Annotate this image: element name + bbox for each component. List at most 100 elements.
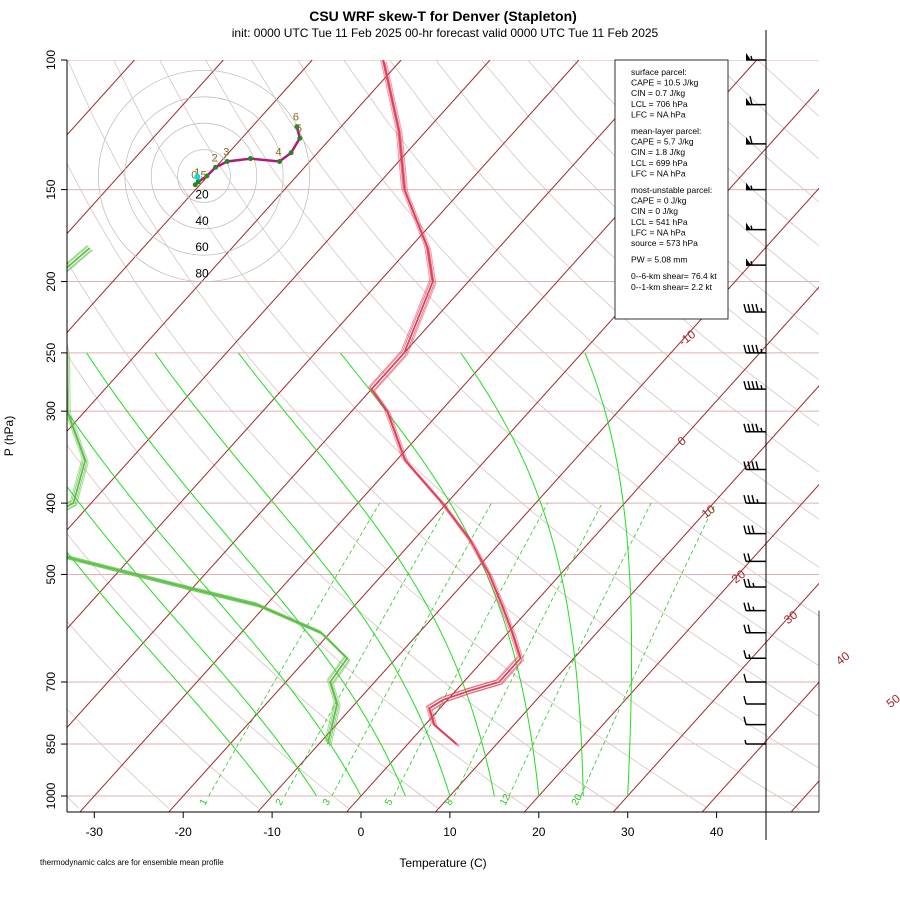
hodograph-point xyxy=(288,150,294,156)
dry-adiabat xyxy=(297,60,819,568)
wind-barb xyxy=(746,96,766,106)
barb-feather xyxy=(743,578,747,588)
temperature-tick-label: 30 xyxy=(621,825,635,839)
pressure-tick-label: 250 xyxy=(44,343,58,363)
barb-feather xyxy=(743,553,747,562)
dry-adiabat xyxy=(757,60,819,117)
stats-line: CIN = 0 J/kg xyxy=(631,206,678,216)
barb-feather xyxy=(751,494,755,504)
dry-adiabat xyxy=(205,60,819,667)
wind-barb xyxy=(743,578,766,588)
mixing-ratio-line xyxy=(393,502,549,797)
barb-feather xyxy=(751,461,755,470)
hodograph-ring xyxy=(150,122,258,230)
hodograph-height-label: 4 xyxy=(276,146,282,158)
mixing-ratio-line xyxy=(284,502,450,797)
stats-line: CIN = 1.8 J/kg xyxy=(631,147,685,157)
mixing-ratio-line xyxy=(454,502,603,797)
barb-pennant xyxy=(746,222,751,230)
stats-line: most-unstable parcel: xyxy=(631,185,712,195)
stats-line: LCL = 541 hPa xyxy=(631,217,688,227)
stats-line: source = 573 hPa xyxy=(631,238,698,248)
barb-feather xyxy=(747,423,751,432)
moist-adiabat xyxy=(237,352,495,797)
wind-barb xyxy=(746,258,766,266)
stats-line: 0--1-km shear= 2.2 kt xyxy=(631,282,713,292)
hodograph-height-label: 3 xyxy=(223,146,229,158)
barb-half-feather xyxy=(750,225,753,230)
barb-half-feather xyxy=(756,498,759,504)
barb-feather xyxy=(743,716,747,725)
barb-pennant xyxy=(746,258,751,266)
stats-line: mean-layer parcel: xyxy=(631,126,701,136)
barb-feather xyxy=(743,380,747,390)
dry-adiabat xyxy=(67,260,619,809)
x-axis-label: Temperature (C) xyxy=(399,856,486,870)
dewpoint-profile-ensemble-member xyxy=(67,249,350,747)
barb-feather xyxy=(749,135,753,145)
pressure-tick-label: 500 xyxy=(44,564,58,584)
stats-line: 0--6-km shear= 76.4 kt xyxy=(631,271,717,281)
isotherm-line xyxy=(67,60,402,432)
wind-barb xyxy=(746,53,766,61)
hodograph-height-label: 2 xyxy=(212,152,218,164)
wind-barb xyxy=(743,494,766,504)
barb-half-feather xyxy=(760,384,763,390)
barb-pennant xyxy=(746,53,751,60)
dry-adiabat xyxy=(389,60,819,473)
barb-feather xyxy=(743,303,747,313)
barb-half-feather xyxy=(750,55,753,61)
barb-feather xyxy=(747,344,751,354)
isotherm-label: 30 xyxy=(781,608,800,627)
isotherm-line xyxy=(257,187,819,812)
barb-half-feather xyxy=(760,307,763,313)
barb-feather xyxy=(755,380,759,390)
hodograph-point xyxy=(195,179,201,185)
mixing-ratio-label: 5 xyxy=(383,797,396,808)
wind-barb xyxy=(743,695,766,705)
axes: 1 2 3 5 8 12 20-100102030405010015020025030040… xyxy=(44,50,900,839)
barb-feather xyxy=(747,602,751,611)
barb-feather xyxy=(743,344,747,354)
isotherm-line xyxy=(67,60,224,235)
barb-feather xyxy=(747,461,751,470)
hodograph-point xyxy=(204,173,210,179)
dry-adiabat xyxy=(159,60,819,717)
wind-barb xyxy=(743,303,766,313)
dewpoint-profile-line xyxy=(67,247,349,745)
moist-adiabat xyxy=(584,352,633,797)
mixing-ratio-label: 20 xyxy=(570,792,585,808)
pressure-tick-label: 100 xyxy=(44,50,58,70)
stats-line: LCL = 699 hPa xyxy=(631,158,688,168)
hodograph-ring-label: 20 xyxy=(195,187,209,201)
barb-feather xyxy=(743,602,747,611)
barb-feather xyxy=(755,344,759,354)
dry-adiabat xyxy=(67,60,799,809)
moist-adiabat xyxy=(460,352,584,797)
dry-adiabat xyxy=(67,533,350,809)
isotherm-label: 10 xyxy=(699,502,718,521)
isotherm-label: 50 xyxy=(884,691,900,710)
isotherm-line xyxy=(67,60,491,531)
mixing-ratio-line xyxy=(580,502,716,797)
mixing-ratio-line xyxy=(508,502,652,797)
wind-barb xyxy=(743,602,766,612)
barb-feather xyxy=(751,525,755,534)
dry-adiabat xyxy=(67,353,529,809)
hodograph-height-label: 5 xyxy=(296,123,302,135)
stats-box-border xyxy=(614,59,729,320)
mixing-ratio-label: 8 xyxy=(444,797,457,808)
hodograph-ring xyxy=(177,149,231,203)
moist-adiabat xyxy=(86,352,406,797)
barb-feather xyxy=(747,553,751,562)
dry-adiabat xyxy=(435,60,819,427)
hodograph-ring-label: 40 xyxy=(195,214,209,228)
mixing-ratio-label: 12 xyxy=(498,792,513,808)
barb-half-feather xyxy=(750,185,753,190)
pressure-tick-label: 700 xyxy=(44,672,58,692)
isotherm-line xyxy=(346,286,819,812)
barb-feather xyxy=(743,695,747,705)
barb-feather xyxy=(743,525,747,534)
